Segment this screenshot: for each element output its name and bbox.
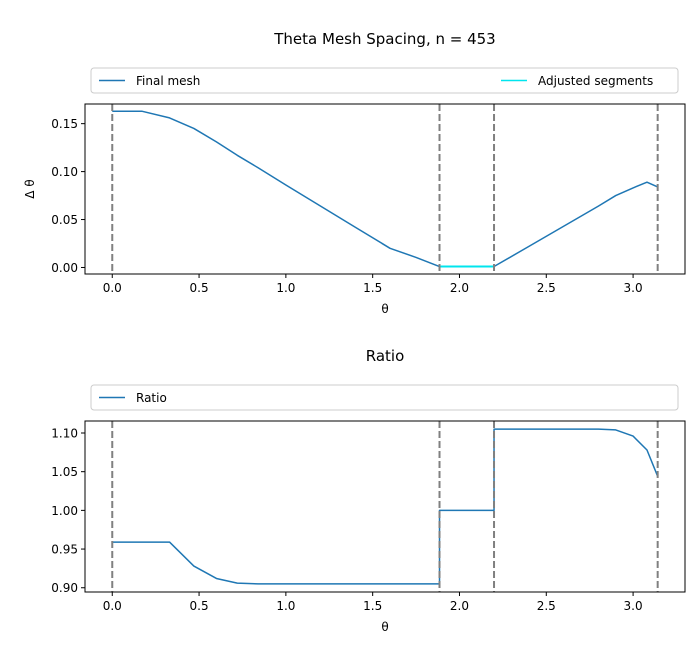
series-line-final-mesh [112,110,658,268]
plot1-xlabel: θ [381,302,388,316]
y-tick-label: 0.90 [51,581,78,595]
series-line-ratio [112,428,659,585]
x-tick-label: 2.5 [537,599,556,613]
x-tick-label: 0.5 [190,599,209,613]
plot2-xlabel: θ [381,620,388,634]
legend-frame [90,67,679,94]
plot2-axes: 0.0 0.5 1.0 1.5 2.0 2.5 3.0 0.90 0.95 1.00 1.05 1.1… [51,420,686,613]
y-tick-label: 1.00 [51,504,78,518]
x-tick-label: 0.0 [103,599,122,613]
x-tick-label: 0.0 [103,281,122,295]
plot-theta-spacing: Theta Mesh Spacing, n = 453 Final mesh A… [23,30,686,316]
y-tick-label: 0.15 [51,117,78,131]
x-tick-label: 1.0 [276,281,295,295]
x-tick-label: 3.0 [624,281,643,295]
x-tick-label: 3.0 [624,599,643,613]
y-tick-label: 0.00 [51,261,78,275]
x-tick-label: 0.5 [190,281,209,295]
x-tick-label: 2.0 [450,599,469,613]
x-tick-label: 1.5 [363,281,382,295]
legend-label-final-mesh: Final mesh [136,74,200,88]
axes-frame [84,103,686,275]
y-tick-label: 1.10 [51,426,78,440]
y-tick-label: 1.05 [51,465,78,479]
legend-label-adjusted-segments: Adjusted segments [538,74,653,88]
plot1-axes: 0.0 0.5 1.0 1.5 2.0 2.5 3.0 0.00 0.05 0.10 0.15 [51,103,686,295]
x-tick-label: 2.0 [450,281,469,295]
x-tick-label: 2.5 [537,281,556,295]
plot1-ylabel: Δ θ [23,179,37,198]
x-tick-label: 1.0 [276,599,295,613]
y-tick-label: 0.95 [51,543,78,557]
legend-frame [90,384,679,411]
legend-label-ratio: Ratio [136,391,167,405]
plot-ratio: Ratio Ratio 0.0 0.5 1.0 1.5 2.0 2.5 3.0 0.90 0.9… [51,347,686,634]
y-tick-label: 0.05 [51,213,78,227]
plot1-title: Theta Mesh Spacing, n = 453 [273,30,495,48]
plot2-legend: Ratio [90,384,679,411]
plot1-legend: Final mesh Adjusted segments [90,67,679,94]
x-tick-label: 1.5 [363,599,382,613]
y-tick-label: 0.10 [51,165,78,179]
plot2-title: Ratio [366,347,405,365]
axes-frame [84,420,686,593]
